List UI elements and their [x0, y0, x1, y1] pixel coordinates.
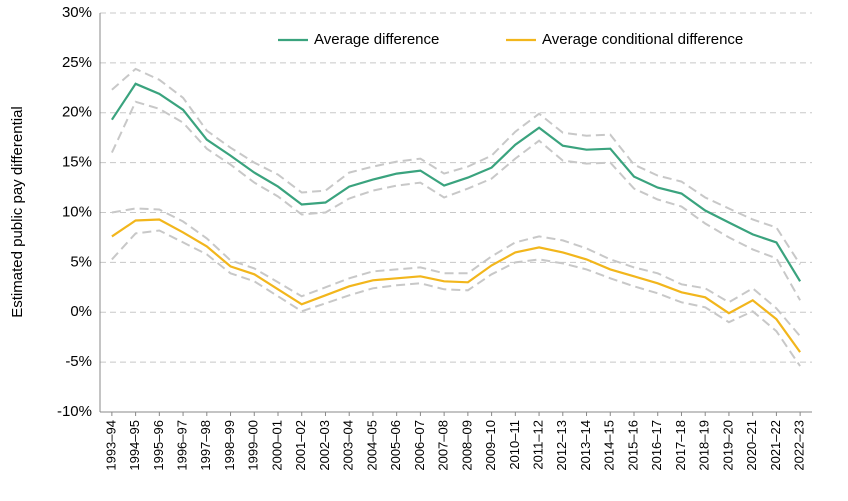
x-tick-label: 1996–97: [175, 420, 190, 471]
y-tick-label: -10%: [57, 403, 92, 420]
x-tick-label: 2021–22: [768, 420, 783, 471]
x-tick-label: 1998–99: [222, 420, 237, 471]
x-tick-label: 2015–16: [625, 420, 640, 471]
legend-label: Average conditional difference: [542, 31, 743, 48]
x-tick-label: 2006–07: [412, 420, 427, 471]
x-tick-label: 1993–94: [103, 420, 118, 471]
confidence-line: [111, 229, 801, 367]
x-tick-label: 2020–21: [744, 420, 759, 471]
x-tick-label: 1994–95: [127, 420, 142, 471]
x-tick-label: 2005–06: [388, 420, 403, 471]
x-tick-label: 2019–20: [720, 420, 735, 471]
x-tick-label: 2014–15: [602, 420, 617, 471]
y-tick-label: 30%: [62, 4, 92, 21]
y-tick-label: 10%: [62, 203, 92, 220]
y-tick-label: 5%: [70, 253, 92, 270]
y-tick-label: 25%: [62, 54, 92, 71]
series-line: [111, 218, 801, 353]
x-tick-label: 2009–10: [483, 420, 498, 471]
x-tick-label: 2000–01: [269, 420, 284, 471]
y-tick-label: 0%: [70, 303, 92, 320]
y-tick-label: 20%: [62, 104, 92, 121]
x-tick-label: 2004–05: [364, 420, 379, 471]
confidence-line: [110, 100, 801, 301]
x-tick-label: 2018–19: [697, 420, 712, 471]
x-tick-label: 2012–13: [554, 420, 569, 471]
y-axis-label: Estimated public pay differential: [9, 106, 26, 318]
x-tick-label: 2013–14: [578, 420, 593, 471]
x-tick-label: 2007–08: [436, 420, 451, 471]
x-tick-label: 2001–02: [293, 420, 308, 471]
x-tick-label: 1999–00: [246, 420, 261, 471]
x-tick-label: 2003–04: [341, 420, 356, 471]
x-tick-label: 2017–18: [673, 420, 688, 471]
x-tick-label: 2022–23: [792, 420, 807, 471]
x-tick-label: 1995–96: [151, 420, 166, 471]
y-tick-label: 15%: [62, 154, 92, 171]
x-tick-label: 2002–03: [317, 420, 332, 471]
x-tick-label: 2016–17: [649, 420, 664, 471]
x-tick-label: 2011–12: [531, 420, 546, 470]
x-tick-label: 2010–11: [507, 420, 522, 470]
y-tick-label: -5%: [65, 353, 92, 370]
series-line: [110, 82, 802, 282]
confidence-line: [111, 67, 801, 265]
x-tick-label: 1997–98: [198, 420, 213, 471]
x-tick-label: 2008–09: [459, 420, 474, 471]
legend-label: Average difference: [314, 31, 439, 48]
confidence-line: [111, 207, 801, 337]
